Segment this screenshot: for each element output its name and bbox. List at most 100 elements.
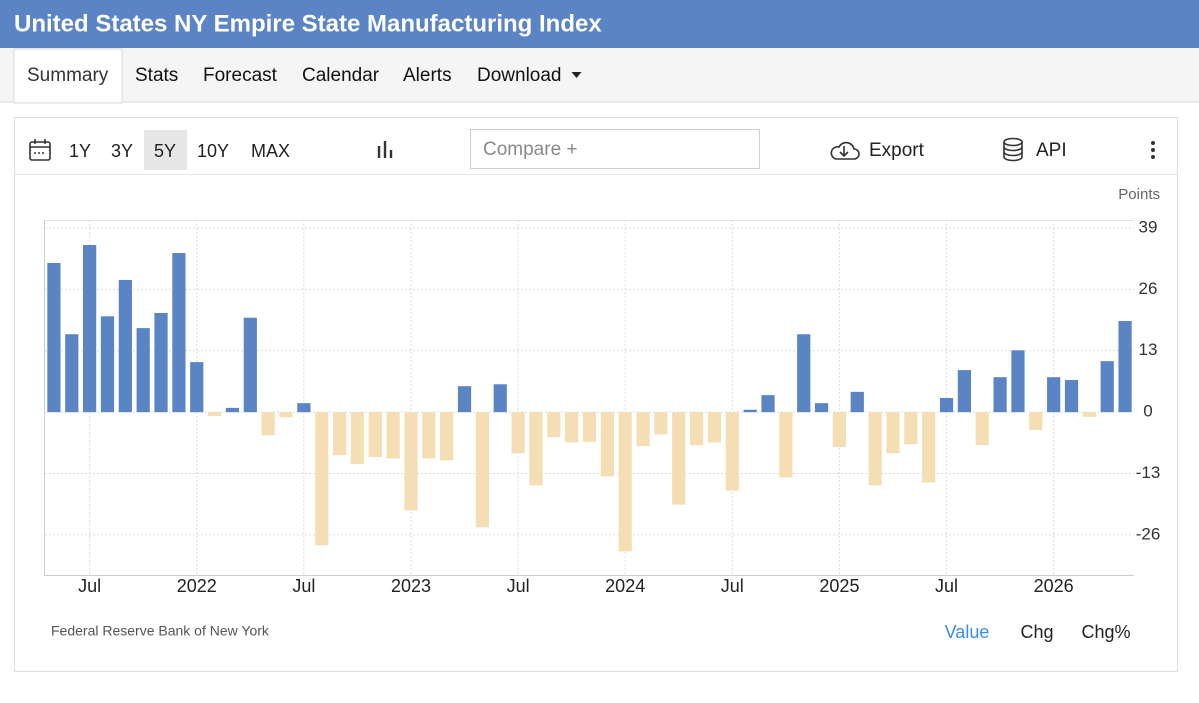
range-button[interactable]: 10Y [197, 141, 229, 161]
bar [636, 412, 650, 447]
bar [600, 412, 614, 477]
bar [832, 412, 847, 448]
bar [297, 403, 311, 413]
tab[interactable]: Alerts [403, 65, 452, 86]
bar [65, 334, 79, 413]
header-bar [0, 0, 1199, 48]
tab[interactable]: Forecast [203, 65, 278, 86]
active-range-bg [144, 130, 187, 170]
bar [368, 412, 382, 457]
bar [1047, 377, 1061, 413]
bar [315, 412, 329, 546]
bar [797, 334, 811, 413]
y-tick-label: 39 [1139, 218, 1158, 237]
bar [475, 412, 489, 528]
bar [547, 412, 561, 438]
api-button[interactable]: API [1036, 140, 1067, 161]
x-tick-label: 2025 [819, 576, 859, 596]
bar [172, 253, 186, 413]
bar [565, 412, 579, 443]
range-buttons: 1Y 3Y 5Y 10Y MAX [69, 130, 290, 170]
bar [779, 412, 793, 478]
bar [939, 397, 954, 413]
bar [1118, 321, 1132, 413]
bar [672, 412, 686, 505]
page-title: United States NY Empire State Manufactur… [14, 10, 602, 37]
view-option[interactable]: Chg [1020, 622, 1053, 642]
bar [279, 412, 293, 418]
bar [654, 412, 668, 435]
y-tick-label: 13 [1139, 340, 1158, 359]
view-option[interactable]: Value [945, 622, 990, 642]
bar [529, 412, 543, 486]
y-tick-label: -13 [1136, 463, 1161, 482]
plot: -26 -13 0 13 26 39 Jul 2022 Jul 2023 Jul 2024 Jul 202… [44, 218, 1160, 596]
bar [332, 412, 347, 456]
bar [47, 262, 61, 413]
api-icon[interactable] [1003, 137, 1023, 162]
x-tick-label: Jul [292, 576, 315, 596]
range-button[interactable]: MAX [251, 141, 290, 161]
bar [350, 412, 365, 465]
tab[interactable]: Download [477, 65, 562, 86]
chart-panel [14, 117, 1178, 672]
x-tick-label: Jul [721, 576, 744, 596]
bar [814, 403, 829, 413]
bar [582, 412, 597, 442]
tab[interactable]: Calendar [302, 65, 380, 86]
y-tick-label: 0 [1143, 402, 1152, 421]
x-tick-label: Jul [78, 576, 101, 596]
bar [83, 245, 97, 413]
bar [1100, 361, 1114, 413]
y-tick-label: 26 [1139, 279, 1158, 298]
bar [225, 407, 240, 413]
bar [957, 370, 972, 413]
bar [243, 317, 257, 413]
x-tick-label: Jul [935, 576, 958, 596]
view-option[interactable]: Chg% [1081, 622, 1130, 642]
bar [725, 412, 739, 491]
bar [118, 279, 132, 413]
bar [207, 412, 222, 416]
bar [690, 412, 704, 446]
source: Federal Reserve Bank of New York [51, 623, 270, 639]
bar [493, 384, 507, 413]
bar [457, 386, 472, 413]
bar [1029, 412, 1043, 431]
range-button[interactable]: 3Y [111, 141, 133, 161]
view-switch: Value Chg Chg% [945, 622, 1131, 642]
bar [1064, 380, 1079, 413]
active-tab-bg [13, 48, 123, 104]
y-tick-label: -26 [1136, 524, 1161, 543]
y-axis-unit: Points [1118, 186, 1160, 203]
dropdown-caret [571, 72, 582, 78]
x-tick-label: 2024 [605, 576, 645, 596]
x-tick-label: 2026 [1034, 576, 1074, 596]
bar [261, 412, 275, 436]
bar [868, 412, 882, 486]
bar [922, 412, 936, 483]
bar [154, 312, 168, 413]
range-button[interactable]: 5Y [154, 141, 176, 161]
bar [386, 412, 400, 459]
bar [404, 412, 418, 511]
export-button[interactable]: Export [869, 140, 925, 161]
compare-input[interactable] [470, 129, 760, 169]
more-menu[interactable] [1151, 141, 1155, 159]
bar [1082, 412, 1096, 417]
bar [975, 412, 989, 446]
bar [511, 412, 525, 454]
tab[interactable]: Summary [27, 65, 109, 86]
chart-type-icon[interactable] [377, 141, 393, 158]
bar [761, 395, 775, 413]
tab[interactable]: Stats [135, 65, 178, 86]
bar [440, 412, 454, 461]
export-icon[interactable] [830, 141, 860, 160]
calendar-icon[interactable] [29, 139, 51, 161]
bar [136, 328, 150, 413]
bar [100, 316, 115, 413]
range-button[interactable]: 1Y [69, 141, 91, 161]
x-tick-label: 2022 [177, 576, 217, 596]
